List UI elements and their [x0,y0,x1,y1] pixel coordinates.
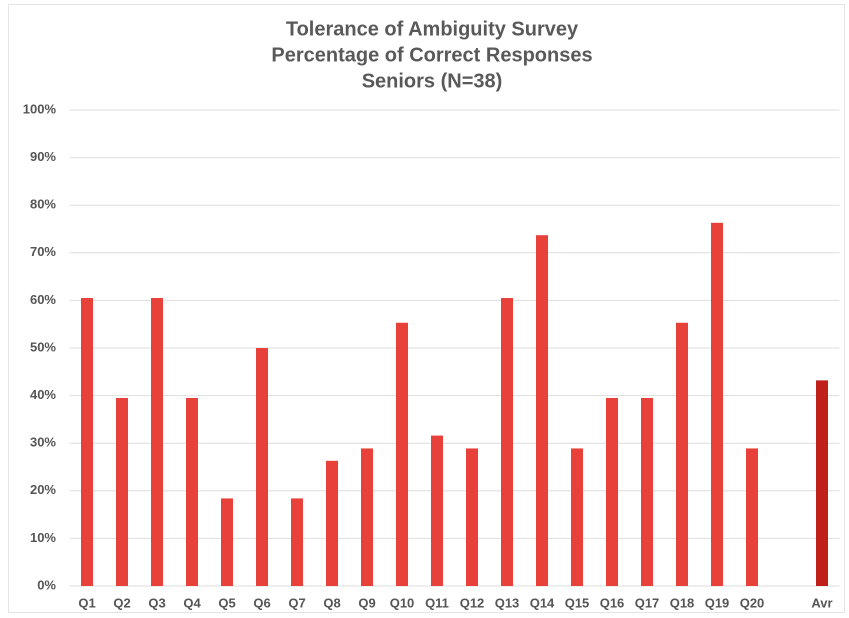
bar [606,397,618,586]
bar [711,222,723,586]
x-tick-label: Q6 [253,595,270,610]
bar [116,397,128,586]
bar [361,448,373,586]
y-tick-label: 80% [30,197,56,212]
x-tick-label: Q9 [358,595,375,610]
chart-title: Seniors (N=38) [362,70,503,92]
bar [641,397,653,586]
y-tick-label: 30% [30,435,56,450]
y-tick-label: 50% [30,339,56,354]
x-tick-label: Q1 [78,595,95,610]
x-tick-label: Q16 [600,595,625,610]
bar [466,448,478,586]
x-tick-label: Q12 [460,595,485,610]
bar [291,498,303,586]
bar [256,348,268,586]
y-tick-label: 10% [30,530,56,545]
bar [501,298,513,586]
x-tick-label: Avr [811,595,832,610]
chart-title: Tolerance of Ambiguity Survey [286,18,579,40]
x-tick-label: Q3 [148,595,165,610]
y-tick-label: 0% [37,577,56,592]
x-tick-label: Q18 [670,595,695,610]
bar [816,380,828,586]
bar [746,448,758,586]
y-tick-label: 20% [30,482,56,497]
x-tick-label: Q2 [113,595,130,610]
x-tick-label: Q17 [635,595,660,610]
y-tick-label: 100% [23,101,57,116]
x-tick-label: Q19 [705,595,730,610]
y-tick-label: 70% [30,244,56,259]
chart-title: Percentage of Correct Responses [271,44,592,66]
x-tick-label: Q10 [390,595,415,610]
y-tick-label: 40% [30,387,56,402]
bar [571,448,583,586]
x-tick-label: Q15 [565,595,590,610]
y-tick-label: 90% [30,149,56,164]
x-tick-label: Q13 [495,595,520,610]
x-tick-label: Q11 [425,595,449,610]
bar [676,322,688,586]
bar [326,460,338,586]
bar [536,235,548,587]
bar [81,298,93,586]
bar [431,435,443,586]
x-tick-label: Q14 [530,595,555,610]
bar [396,322,408,586]
x-tick-label: Q8 [323,595,340,610]
x-tick-label: Q5 [218,595,235,610]
bar [221,498,233,586]
x-tick-label: Q20 [740,595,765,610]
chart-frame [8,4,845,613]
x-tick-label: Q7 [288,595,305,610]
bar [186,397,198,586]
x-tick-label: Q4 [183,595,201,610]
y-tick-label: 60% [30,292,56,307]
bar [151,298,163,586]
